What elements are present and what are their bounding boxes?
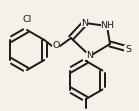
Text: N: N [81, 19, 89, 28]
Text: S: S [125, 45, 131, 54]
FancyBboxPatch shape [53, 42, 59, 50]
FancyBboxPatch shape [86, 52, 94, 60]
FancyBboxPatch shape [22, 17, 32, 24]
FancyBboxPatch shape [101, 22, 113, 30]
FancyBboxPatch shape [124, 45, 132, 53]
FancyBboxPatch shape [81, 19, 89, 27]
Text: NH: NH [100, 22, 114, 31]
Text: Cl: Cl [22, 16, 32, 25]
Text: O: O [52, 42, 60, 51]
Text: N: N [86, 52, 94, 60]
